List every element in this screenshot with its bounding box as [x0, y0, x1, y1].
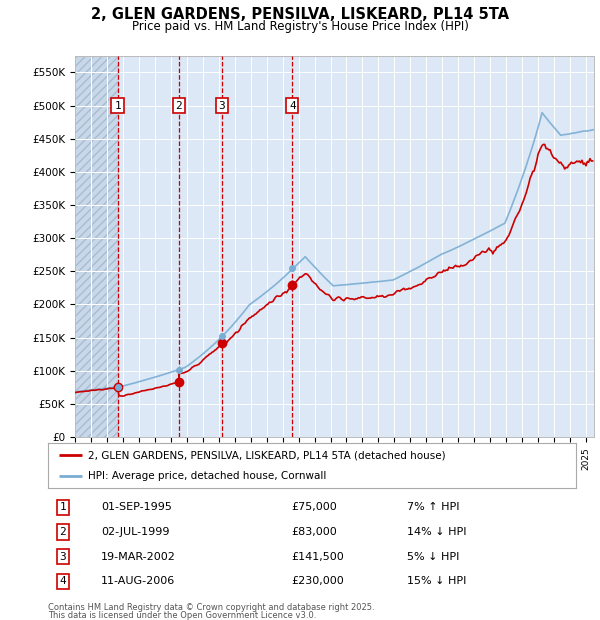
Text: Price paid vs. HM Land Registry's House Price Index (HPI): Price paid vs. HM Land Registry's House … — [131, 20, 469, 33]
Text: 15% ↓ HPI: 15% ↓ HPI — [407, 577, 466, 587]
Text: 2, GLEN GARDENS, PENSILVA, LISKEARD, PL14 5TA (detached house): 2, GLEN GARDENS, PENSILVA, LISKEARD, PL1… — [88, 450, 445, 461]
Text: 2: 2 — [175, 100, 182, 110]
Text: 4: 4 — [59, 577, 66, 587]
Bar — [75, 56, 118, 437]
Text: 4: 4 — [289, 100, 296, 110]
Text: £75,000: £75,000 — [291, 502, 337, 512]
Text: 5% ↓ HPI: 5% ↓ HPI — [407, 552, 460, 562]
Text: 02-JUL-1999: 02-JUL-1999 — [101, 527, 169, 537]
Text: 3: 3 — [59, 552, 66, 562]
Text: Contains HM Land Registry data © Crown copyright and database right 2025.: Contains HM Land Registry data © Crown c… — [48, 603, 374, 612]
Text: 7% ↑ HPI: 7% ↑ HPI — [407, 502, 460, 512]
Text: 1: 1 — [59, 502, 66, 512]
Text: £83,000: £83,000 — [291, 527, 337, 537]
Text: 2: 2 — [59, 527, 66, 537]
Bar — [75, 56, 118, 437]
Text: 1: 1 — [114, 100, 121, 110]
Text: 01-SEP-1995: 01-SEP-1995 — [101, 502, 172, 512]
Text: 3: 3 — [219, 100, 226, 110]
Text: 19-MAR-2002: 19-MAR-2002 — [101, 552, 176, 562]
Text: HPI: Average price, detached house, Cornwall: HPI: Average price, detached house, Corn… — [88, 471, 326, 481]
Text: This data is licensed under the Open Government Licence v3.0.: This data is licensed under the Open Gov… — [48, 611, 316, 620]
Text: 11-AUG-2006: 11-AUG-2006 — [101, 577, 175, 587]
Text: £141,500: £141,500 — [291, 552, 344, 562]
Text: £230,000: £230,000 — [291, 577, 344, 587]
Text: 14% ↓ HPI: 14% ↓ HPI — [407, 527, 467, 537]
Text: 2, GLEN GARDENS, PENSILVA, LISKEARD, PL14 5TA: 2, GLEN GARDENS, PENSILVA, LISKEARD, PL1… — [91, 7, 509, 22]
